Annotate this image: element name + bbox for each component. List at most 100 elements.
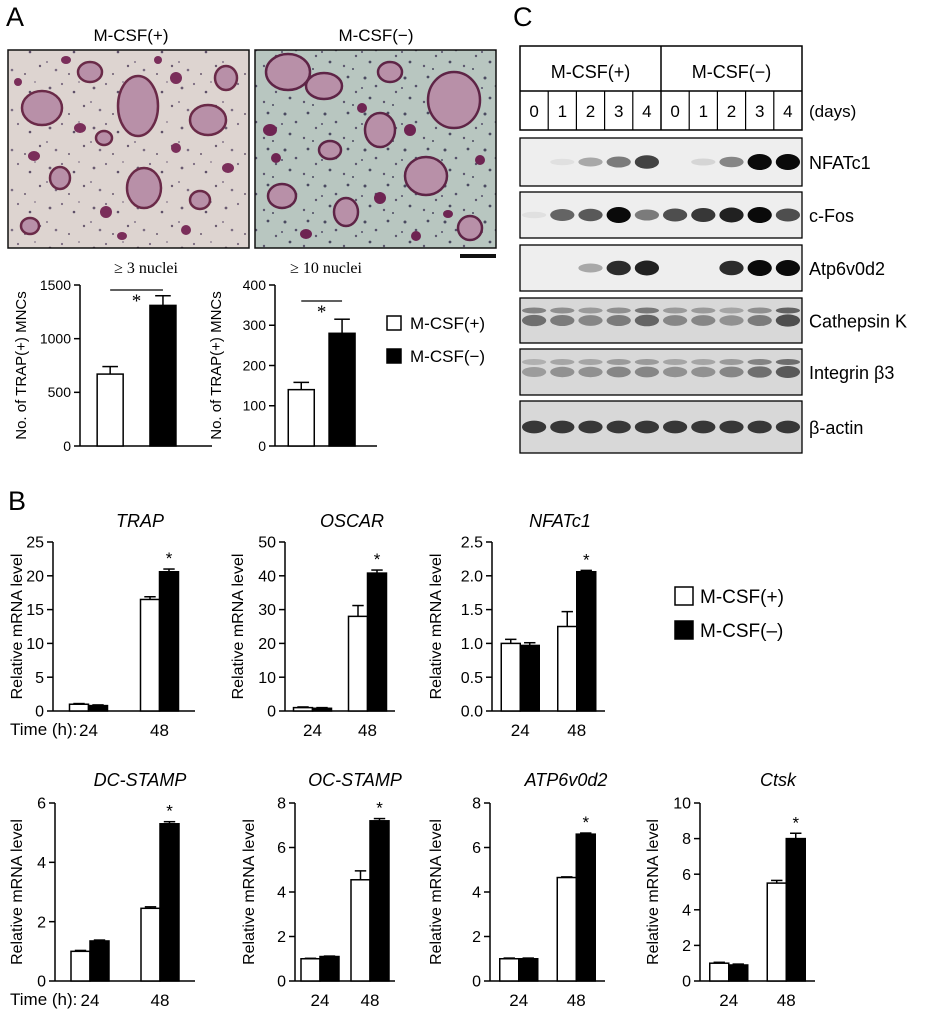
x-tick-label: 48 xyxy=(358,721,377,740)
significance-mark: * xyxy=(582,813,589,832)
scale-bar xyxy=(460,254,496,258)
y-tick-label: 2.5 xyxy=(461,535,483,552)
x-tick-label: 24 xyxy=(719,991,738,1010)
y-axis-label: Relative mRNA level xyxy=(241,819,258,965)
bar xyxy=(576,570,597,712)
blot-strip: Cathepsin K xyxy=(519,297,907,344)
micrograph-left-label: M-CSF(+) xyxy=(93,26,168,45)
chart-title: DC-STAMP xyxy=(94,770,187,790)
bar xyxy=(766,882,787,982)
y-tick-label: 2 xyxy=(277,929,286,946)
y-tick-label: 10 xyxy=(258,670,276,687)
x-tick-label: 48 xyxy=(150,721,169,740)
micrograph-m-csf-minus xyxy=(254,49,497,249)
y-tick-label: 0 xyxy=(35,704,44,721)
blot-band xyxy=(634,420,660,434)
y-tick-label: 10 xyxy=(673,796,691,813)
day-label: 0 xyxy=(670,102,679,121)
day-label: 4 xyxy=(642,102,651,121)
blot-strip: c-Fos xyxy=(519,191,854,239)
blot-band xyxy=(578,157,603,167)
y-tick-label: 15 xyxy=(26,602,44,619)
y-tick-label: 6 xyxy=(277,840,286,857)
y-tick-label: 2 xyxy=(682,938,691,955)
x-tick-label: 24 xyxy=(79,721,98,740)
chart-a1: 0 500 1000 1500 No. of TRAP(+) MNCs * ≥ 3 nucl… xyxy=(13,260,212,454)
bar xyxy=(140,907,161,982)
blot-band xyxy=(747,366,772,378)
y-tick-label: 0.0 xyxy=(461,704,483,721)
significance-mark: * xyxy=(374,550,381,569)
panel-label-c: C xyxy=(513,2,533,32)
day-label: 0 xyxy=(529,102,538,121)
bar xyxy=(785,837,806,982)
significance-mark: * xyxy=(317,302,327,323)
blot-band xyxy=(521,366,547,378)
blot-band xyxy=(550,315,575,326)
x-tick-label: 48 xyxy=(777,991,796,1010)
bar xyxy=(158,570,180,712)
y-tick-label: 6 xyxy=(37,796,46,813)
chart-title: ATP6v0d2 xyxy=(524,770,608,790)
x-tick-label: 48 xyxy=(151,991,170,1010)
legend-swatch-open xyxy=(674,586,694,606)
bar xyxy=(300,958,321,982)
bar xyxy=(159,823,180,982)
blot-band xyxy=(719,260,744,276)
blot-band xyxy=(691,315,716,326)
chart-title: ≥ 3 nuclei xyxy=(114,260,178,277)
y-tick-label: 8 xyxy=(472,796,481,813)
blot-band xyxy=(747,315,772,326)
days-unit-label: (days) xyxy=(809,102,856,121)
chart-title: OSCAR xyxy=(320,511,384,531)
y-tick-label: 5 xyxy=(35,670,44,687)
day-label: 2 xyxy=(586,102,595,121)
x-tick-label: 24 xyxy=(509,991,528,1010)
y-tick-label: 0 xyxy=(682,974,691,991)
blot-band xyxy=(634,314,660,327)
blot-band xyxy=(775,154,801,170)
blot-band xyxy=(521,359,547,365)
blot-band xyxy=(606,366,631,378)
chart-title: TRAP xyxy=(116,511,164,531)
significance-mark: * xyxy=(166,549,173,568)
y-tick-label: 20 xyxy=(258,636,276,653)
blot-band xyxy=(662,315,688,326)
blot-band xyxy=(719,307,744,314)
blot-band xyxy=(578,315,603,326)
legend-swatch-open xyxy=(386,315,402,331)
bar xyxy=(292,706,314,712)
chart-title: ≥ 10 nuclei xyxy=(290,260,362,277)
bar xyxy=(518,958,539,982)
blot-band xyxy=(775,366,801,378)
y-tick-label: 1500 xyxy=(40,277,71,293)
significance-mark: * xyxy=(166,802,173,821)
y-axis-label: Relative mRNA level xyxy=(230,554,247,700)
blot-band xyxy=(521,211,547,219)
blot-band xyxy=(747,420,772,434)
bar xyxy=(87,704,109,712)
bar xyxy=(350,879,371,982)
blot-band xyxy=(578,359,603,365)
blot-strip: Integrin β3 xyxy=(519,348,894,396)
blot-band xyxy=(550,158,575,166)
y-tick-label: 4 xyxy=(37,855,46,872)
y-tick-label: 50 xyxy=(258,535,276,552)
chart-title: NFATc1 xyxy=(529,511,591,531)
x-tick-label: 48 xyxy=(567,991,586,1010)
bar xyxy=(575,833,596,982)
x-tick-label: 24 xyxy=(311,991,330,1010)
bar xyxy=(139,598,161,712)
y-axis-label: No. of TRAP(+) MNCs xyxy=(208,291,225,440)
bar xyxy=(319,955,340,982)
blot-row-label: c-Fos xyxy=(809,206,854,226)
bar xyxy=(68,703,90,712)
significance-mark: * xyxy=(132,291,142,312)
day-label: 4 xyxy=(783,102,792,121)
y-tick-label: 1.0 xyxy=(461,636,483,653)
day-label: 1 xyxy=(558,102,567,121)
